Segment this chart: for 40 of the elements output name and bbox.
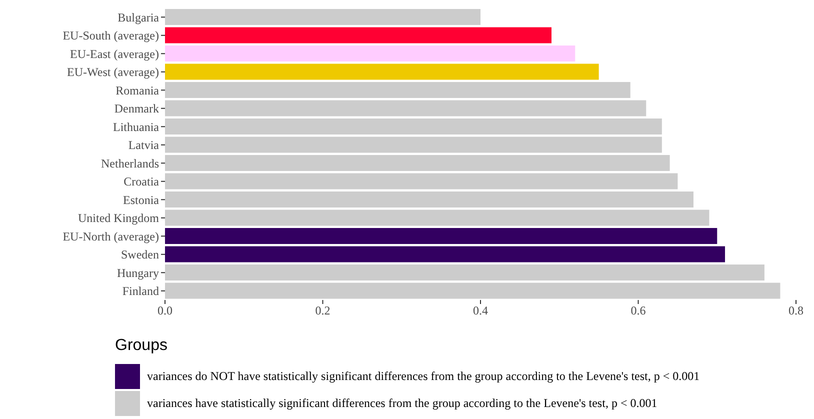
legend-label: variances do NOT have statistically significant differences from the group according to the Levene's test, p < 0.001	[147, 369, 700, 384]
y-tick-label: Croatia	[124, 174, 160, 189]
bar	[165, 100, 646, 116]
y-tick-label: United Kingdom	[78, 211, 160, 226]
bar	[165, 282, 780, 299]
bar	[165, 9, 480, 25]
bar	[165, 228, 718, 244]
y-tick-label: EU-East (average)	[70, 46, 159, 61]
y-tick-label: Estonia	[123, 192, 160, 207]
y-tick-label: Latvia	[128, 138, 160, 152]
bar	[165, 246, 726, 262]
y-tick-label: Romania	[116, 83, 160, 98]
x-tick-label: 0.4	[473, 304, 488, 318]
y-tick-label: Denmark	[114, 102, 159, 116]
y-tick-label: Sweden	[121, 248, 159, 262]
y-tick-label: Lithuania	[113, 120, 160, 134]
bar	[165, 27, 552, 44]
bar	[165, 210, 710, 226]
bar	[165, 118, 662, 134]
bar	[165, 136, 662, 153]
bar	[165, 264, 764, 280]
x-tick-label: 0.2	[315, 304, 330, 318]
y-tick-label: EU-North (average)	[62, 229, 160, 244]
y-tick-label: EU-South (average)	[62, 28, 159, 43]
bar	[165, 155, 670, 171]
bar	[165, 192, 694, 208]
bar	[165, 173, 678, 190]
y-tick-label: Netherlands	[101, 156, 160, 170]
bar	[165, 46, 576, 62]
x-tick-label: 0.8	[788, 304, 804, 318]
bar	[165, 82, 630, 98]
x-tick-label: 0.0	[158, 304, 172, 318]
y-tick-label: Finland	[122, 284, 159, 298]
legend-title: Groups	[115, 337, 168, 355]
y-tick-label: Bulgaria	[118, 10, 160, 24]
y-tick-label: Hungary	[117, 266, 159, 280]
x-tick-label: 0.6	[630, 304, 646, 318]
y-tick-label: EU-West (average)	[67, 65, 159, 80]
legend-label: variances have statistically significant differences from the group according to the Levene's test, p < 0.001	[147, 396, 658, 411]
bar	[165, 64, 599, 80]
